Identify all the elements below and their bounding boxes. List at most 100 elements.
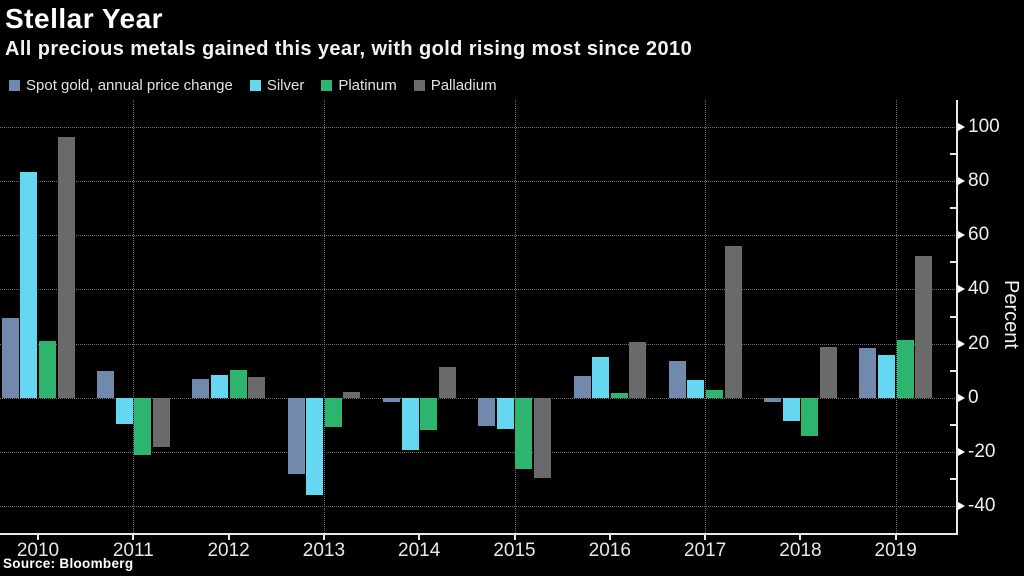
grid-line-horizontal	[0, 505, 957, 507]
x-tick-label: 2018	[779, 540, 822, 561]
y-axis-line	[956, 100, 958, 535]
legend-swatch-palladium	[413, 80, 425, 91]
y-tick-label: 0	[968, 386, 979, 408]
x-axis-tick	[418, 535, 421, 540]
bar-palladium-2010	[57, 136, 75, 398]
bar-platinum-2014	[420, 397, 438, 431]
bar-palladium-2014	[438, 367, 456, 398]
grid-line-horizontal	[0, 181, 957, 183]
x-tick-label: 2013	[302, 540, 346, 561]
bar-palladium-2011	[152, 397, 170, 448]
y-axis-minor-tick	[950, 261, 956, 264]
x-axis-tick	[799, 535, 802, 540]
x-axis-tick	[227, 535, 230, 540]
bar-palladium-2019	[915, 255, 933, 398]
legend-swatch-platinum	[321, 80, 333, 91]
bar-gold-2016	[573, 375, 591, 398]
y-tick-label: 60	[968, 224, 990, 246]
grid-line-horizontal	[0, 451, 957, 453]
chart-title: Stellar Year	[5, 3, 164, 34]
grid-line-vertical	[323, 100, 325, 533]
y-tick-label: -20	[968, 440, 996, 462]
y-tick-label: -40	[968, 494, 996, 516]
bar-platinum-2010	[38, 341, 56, 398]
x-tick-label: 2019	[874, 540, 917, 561]
bar-palladium-2016	[629, 341, 647, 398]
y-axis-tick	[958, 501, 965, 510]
x-tick-label: 2015	[493, 540, 536, 561]
x-axis-tick	[132, 535, 135, 540]
grid-line-horizontal	[0, 343, 957, 345]
legend-item-palladium: Palladium	[413, 77, 497, 94]
bar-silver-2015	[496, 397, 514, 430]
x-axis-tick	[513, 535, 516, 540]
grid-line-vertical	[895, 100, 897, 533]
y-tick-label: 20	[968, 332, 990, 354]
x-tick-label: 2012	[207, 540, 250, 561]
bar-palladium-2018	[819, 347, 837, 398]
bar-platinum-2017	[706, 390, 723, 398]
x-axis-line	[0, 533, 958, 535]
y-axis-title: Percent	[1000, 280, 1022, 349]
bar-platinum-2019	[896, 340, 914, 398]
legend-item-platinum: Platinum	[321, 77, 397, 94]
bar-silver-2013	[306, 397, 324, 495]
x-axis-tick	[322, 535, 325, 540]
y-axis-tick	[958, 339, 965, 348]
bar-platinum-2012	[229, 370, 247, 398]
y-axis-tick	[958, 123, 965, 132]
x-tick-label: 2017	[683, 540, 727, 561]
bar-gold-2019	[859, 348, 877, 398]
bar-platinum-2011	[134, 397, 152, 456]
bar-gold-2015	[478, 397, 496, 426]
x-tick-label: 2014	[398, 540, 441, 561]
legend-label-platinum: Platinum	[338, 77, 397, 94]
legend-label-silver: Silver	[266, 77, 305, 94]
y-tick-label: 80	[968, 170, 990, 192]
bar-silver-2014	[401, 397, 419, 450]
bar-gold-2017	[668, 360, 686, 398]
legend-swatch-gold	[9, 80, 20, 91]
bar-silver-2016	[592, 356, 610, 398]
bar-platinum-2013	[324, 397, 342, 428]
bar-palladium-2015	[534, 397, 551, 478]
legend-swatch-silver	[249, 80, 261, 91]
legend-item-gold: Spot gold, annual price change	[9, 77, 233, 94]
bar-gold-2013	[287, 397, 305, 475]
bar-silver-2019	[878, 354, 895, 398]
y-axis-minor-tick	[950, 369, 956, 372]
x-axis-tick	[608, 535, 611, 540]
bar-gold-2010	[1, 317, 19, 398]
y-axis-tick	[958, 393, 965, 402]
grid-line-vertical	[133, 100, 135, 533]
bar-silver-2011	[115, 397, 133, 425]
bar-gold-2014	[382, 397, 400, 402]
grid-line-horizontal	[0, 127, 957, 129]
legend-item-silver: Silver	[249, 77, 305, 94]
x-tick-label: 2016	[588, 540, 631, 561]
plot-area: -40 -20 0 20 40 60 80 100 2010 2011 2012 2013 2014 20…	[0, 100, 1000, 561]
y-axis-minor-tick	[950, 315, 956, 318]
y-axis-minor-tick	[950, 477, 956, 480]
bar-silver-2018	[782, 397, 800, 422]
bar-palladium-2012	[248, 376, 266, 398]
chart-legend: Spot gold, annual price change Silver Plat…	[9, 77, 497, 94]
legend-label-palladium: Palladium	[430, 77, 497, 94]
y-axis-tick	[958, 285, 965, 294]
bar-gold-2012	[192, 378, 210, 398]
x-axis-tick	[704, 535, 707, 540]
y-axis-tick	[958, 231, 965, 240]
y-axis-minor-tick	[950, 207, 956, 210]
bar-gold-2011	[97, 371, 114, 398]
bar-silver-2010	[20, 171, 38, 398]
y-axis-minor-tick	[950, 153, 956, 156]
source-attribution: Source: Bloomberg	[3, 556, 134, 571]
y-axis-tick	[958, 447, 965, 456]
legend-label-gold: Spot gold, annual price change	[26, 77, 233, 94]
bar-palladium-2013	[343, 392, 361, 398]
y-axis-minor-tick	[950, 423, 956, 426]
x-axis-tick	[37, 535, 39, 540]
y-axis-tick	[958, 177, 965, 186]
bar-silver-2017	[687, 380, 705, 398]
